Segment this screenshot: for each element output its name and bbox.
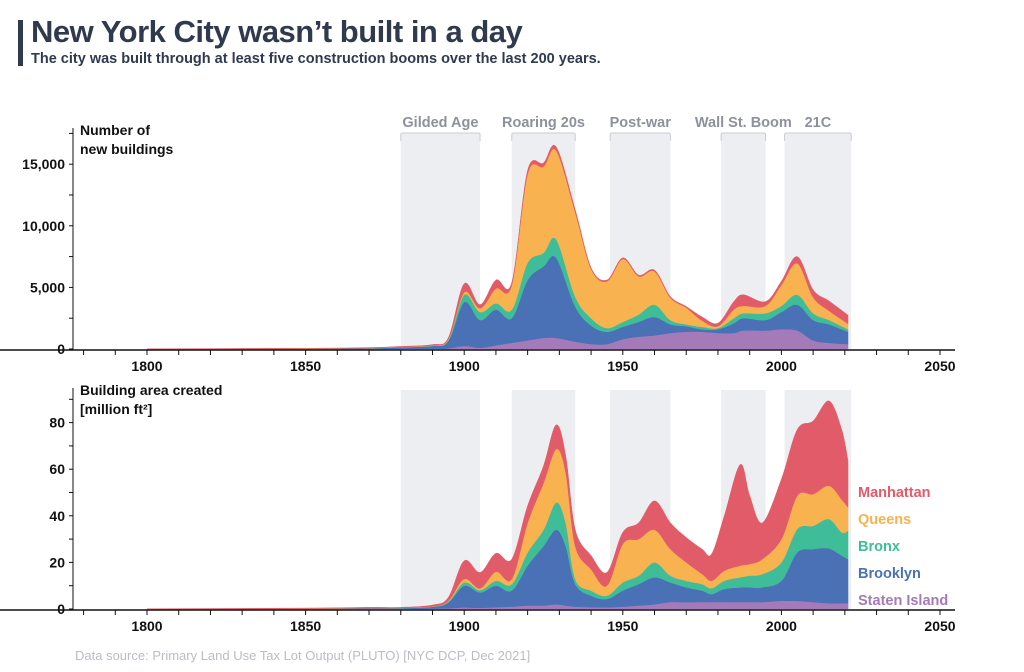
era-label: Gilded Age xyxy=(402,115,478,131)
x-tick-label: 2050 xyxy=(924,358,955,374)
y-axis-title: Number of xyxy=(80,122,150,138)
x-tick-label: 1850 xyxy=(290,358,321,374)
era-bracket xyxy=(784,132,852,141)
page-subtitle: The city was built through at least five… xyxy=(31,51,601,67)
y-tick-label: 15,000 xyxy=(22,156,65,172)
era-bracket xyxy=(400,132,481,141)
area-manhattan-floor-area xyxy=(146,400,849,610)
y-tick-label: 0 xyxy=(57,341,65,357)
x-tick-label: 2050 xyxy=(924,618,955,634)
area-manhattan-buildings xyxy=(146,144,849,350)
y-tick-label: 80 xyxy=(49,415,65,431)
era-label: Roaring 20s xyxy=(502,115,585,131)
page-title: New York City wasn’t built in a day xyxy=(31,14,523,49)
x-tick-label: 2000 xyxy=(766,358,797,374)
era-label: Post-war xyxy=(610,115,672,131)
era-bracket xyxy=(511,132,576,141)
y-axis-title: [million ft²] xyxy=(80,401,152,417)
era-bracket xyxy=(609,132,671,141)
y-tick-label: 60 xyxy=(49,461,65,477)
y-tick-label: 20 xyxy=(49,554,65,570)
era-label: Wall St. Boom xyxy=(695,115,792,131)
legend-label-manhattan: Manhattan xyxy=(858,485,931,501)
y-axis-title: new buildings xyxy=(80,141,174,157)
era-label: 21C xyxy=(805,115,832,131)
y-axis-title: Building area created xyxy=(80,382,222,398)
x-tick-label: 2000 xyxy=(766,618,797,634)
era-bracket xyxy=(720,132,767,141)
x-tick-label: 1800 xyxy=(131,618,162,634)
x-tick-label: 1900 xyxy=(449,618,480,634)
y-tick-label: 10,000 xyxy=(22,218,65,234)
legend-label-bronx: Bronx xyxy=(858,539,900,555)
legend-label-queens: Queens xyxy=(858,512,911,528)
data-source-note: Data source: Primary Land Use Tax Lot Ou… xyxy=(75,648,531,663)
x-tick-label: 1950 xyxy=(607,618,638,634)
legend-label-brooklyn: Brooklyn xyxy=(858,566,921,582)
y-tick-label: 5,000 xyxy=(30,279,65,295)
x-tick-label: 1800 xyxy=(131,358,162,374)
x-tick-label: 1950 xyxy=(607,358,638,374)
y-tick-label: 0 xyxy=(57,601,65,617)
title-accent-bar xyxy=(18,20,23,66)
x-tick-label: 1900 xyxy=(449,358,480,374)
y-tick-label: 40 xyxy=(49,508,65,524)
x-tick-label: 1850 xyxy=(290,618,321,634)
legend-label-staten-island: Staten Island xyxy=(858,593,948,609)
